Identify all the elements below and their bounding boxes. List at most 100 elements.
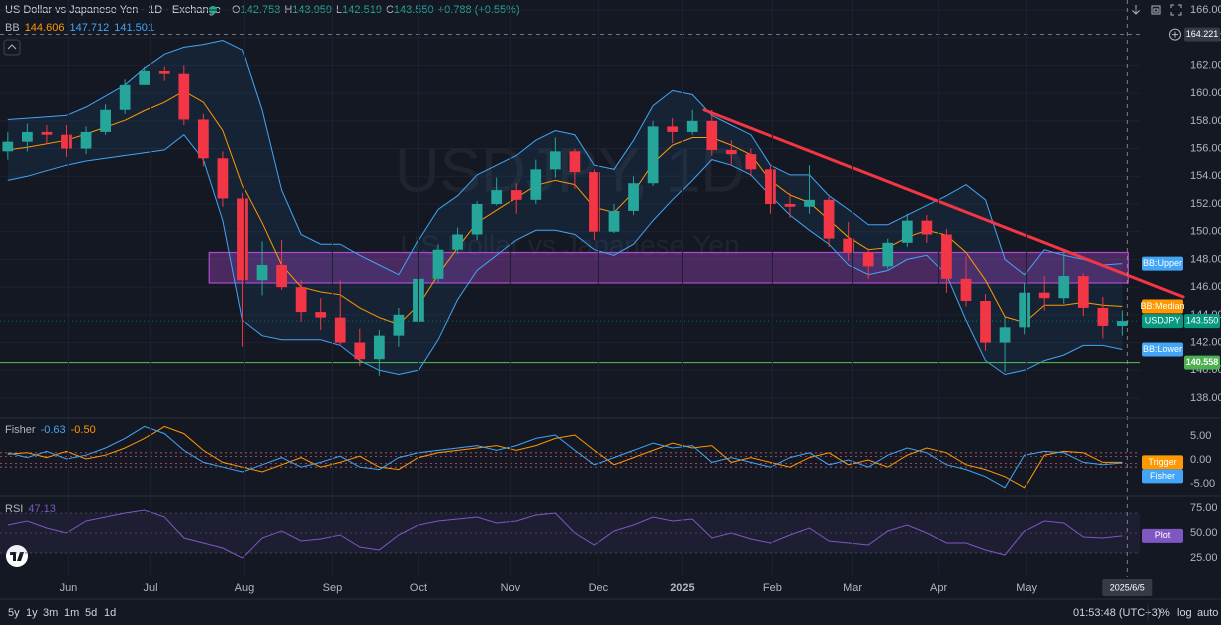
- last-price-label: 143.550: [1186, 315, 1219, 325]
- trend-line: [702, 108, 1185, 299]
- candle-body: [373, 335, 385, 360]
- candle-body: [1077, 276, 1089, 308]
- x-tick-label: Apr: [930, 582, 947, 594]
- logo-badge: [6, 545, 28, 567]
- candle-body: [667, 126, 679, 132]
- price-tag-label: Fisher: [1150, 471, 1175, 481]
- candle-body: [569, 151, 581, 173]
- candle-body: [980, 301, 991, 343]
- range-button[interactable]: 5d: [85, 607, 97, 619]
- y-tick-label: 154.00: [1190, 170, 1221, 182]
- percent-button[interactable]: %: [1160, 607, 1170, 619]
- candle-body: [217, 158, 229, 199]
- y-tick-label: 75.00: [1190, 502, 1218, 514]
- candle-body: [41, 131, 53, 135]
- fullscreen-button[interactable]: [1170, 4, 1182, 16]
- crosshair-price-tag: [1184, 27, 1220, 42]
- candle-body: [823, 199, 835, 239]
- indicator-line: [7, 90, 1123, 326]
- legend-value: 47.13: [28, 503, 56, 515]
- price-tag-label: Trigger: [1148, 457, 1176, 467]
- legend-value: -0.50: [71, 424, 96, 436]
- candle-body: [589, 172, 600, 232]
- x-tick-label: Jun: [60, 582, 78, 594]
- price-tag: [1142, 314, 1183, 329]
- clock[interactable]: 01:53:48 (UTC+3): [1073, 607, 1161, 619]
- candle-body: [315, 312, 327, 318]
- price-zone: [208, 251, 1129, 284]
- range-button[interactable]: 1m: [64, 607, 79, 619]
- candle-body: [765, 169, 776, 204]
- range-button[interactable]: 3m: [43, 607, 58, 619]
- candle-body: [158, 70, 170, 74]
- candle-body: [1019, 292, 1031, 328]
- candle-body: [686, 120, 698, 132]
- candle-body: [1117, 321, 1128, 326]
- indicator-line: [7, 425, 1123, 489]
- candle-body: [804, 199, 815, 207]
- price-tag: [1142, 528, 1183, 543]
- add-alert-button[interactable]: [1169, 28, 1181, 41]
- price-tag-label: BB:Lower: [1143, 344, 1182, 354]
- candle-body: [393, 314, 405, 336]
- indicator-line: [7, 509, 1123, 559]
- candle-body: [334, 317, 346, 343]
- candle-body: [354, 342, 366, 360]
- price-tag: [1142, 469, 1183, 484]
- y-tick-label: 160.00: [1190, 87, 1221, 99]
- candle-body: [608, 210, 620, 232]
- y-tick-label: 158.00: [1190, 115, 1221, 127]
- x-tick-label: Dec: [589, 582, 609, 594]
- y-tick-label: 5.00: [1190, 430, 1211, 442]
- price-tag: [1142, 299, 1183, 314]
- legend-value: 147.712: [69, 22, 109, 34]
- price-tag: [1142, 256, 1183, 271]
- crosshair-date-tag: [1102, 579, 1153, 596]
- x-tick-label: Jul: [144, 582, 158, 594]
- candle-body: [784, 203, 796, 207]
- candle-body: [197, 119, 209, 159]
- range-button[interactable]: 1d: [104, 607, 116, 619]
- logo[interactable]: [6, 545, 28, 567]
- y-tick-label: -5.00: [1190, 478, 1215, 490]
- y-tick-label: 142.00: [1190, 336, 1221, 348]
- indicator-line: [7, 133, 1123, 376]
- candle-body: [471, 203, 483, 235]
- candle-body: [80, 131, 92, 149]
- candle-body: [882, 242, 894, 267]
- logo-mark: [10, 552, 24, 561]
- candle-body: [295, 287, 307, 313]
- y-tick-label: 138.00: [1190, 392, 1221, 404]
- legend-name: Fisher: [5, 424, 36, 436]
- x-tick-label: Feb: [763, 582, 782, 594]
- crosshair-price-label: 164.221: [1186, 29, 1219, 39]
- range-button[interactable]: 1y: [26, 607, 38, 619]
- maximize-button[interactable]: [1151, 5, 1161, 15]
- candle-body: [901, 220, 913, 243]
- price-tag-label: BB:Median: [1140, 301, 1184, 311]
- candle-body: [1097, 307, 1109, 326]
- candle-body: [61, 134, 72, 149]
- x-tick-label: Aug: [235, 582, 255, 594]
- candle-body: [706, 120, 718, 150]
- y-tick-label: 150.00: [1190, 226, 1221, 238]
- candle-body: [862, 252, 874, 267]
- horizontal-line-tag: [1184, 355, 1220, 370]
- candle-body: [256, 264, 268, 281]
- collapse-button[interactable]: [3, 39, 21, 56]
- candle-body: [843, 238, 855, 253]
- range-button[interactable]: 5y: [8, 607, 20, 619]
- candle-body: [119, 84, 131, 110]
- y-tick-label: 146.00: [1190, 281, 1221, 293]
- y-tick-label: 148.00: [1190, 253, 1221, 265]
- candle-body: [452, 234, 463, 250]
- x-tick-label: Nov: [501, 582, 521, 594]
- y-tick-label: 50.00: [1190, 527, 1218, 539]
- add-alert-icon: [1172, 31, 1178, 38]
- log-button[interactable]: log: [1177, 607, 1192, 619]
- candle-body: [100, 109, 111, 132]
- auto-button[interactable]: auto: [1197, 607, 1218, 619]
- candle-body: [178, 73, 190, 120]
- candle-body: [745, 154, 757, 170]
